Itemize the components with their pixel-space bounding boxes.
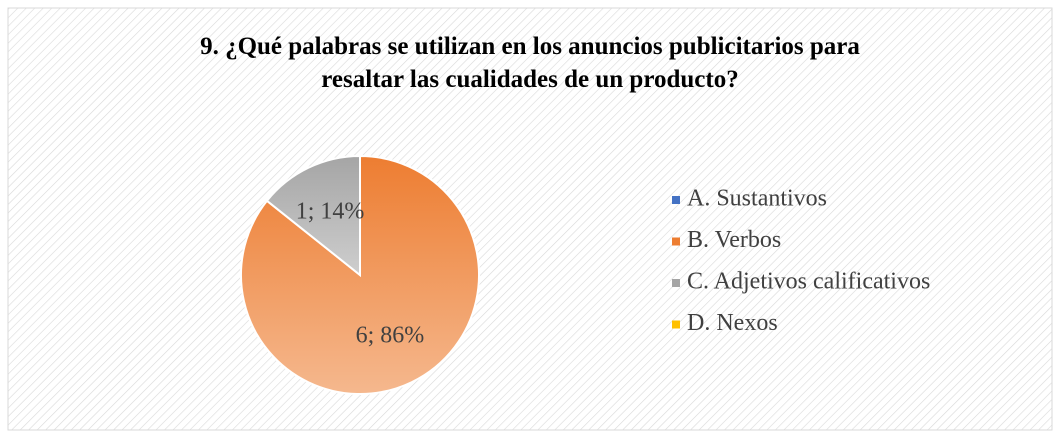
legend-label: D. Nexos (687, 310, 778, 336)
legend-marker (672, 196, 680, 204)
data-label: 1; 14% (296, 198, 365, 224)
legend-label: B. Verbos (687, 227, 781, 253)
legend-marker (672, 320, 680, 329)
pie-slice (240, 154, 480, 395)
title-box: 9. ¿Qué palabras se utilizan en los anun… (200, 33, 860, 93)
chart-title: 9. ¿Qué palabras se utilizan en los anun… (200, 33, 860, 93)
pie-slice (265, 154, 361, 278)
chart-area (7, 7, 1053, 431)
data-label: 6; 86% (356, 323, 425, 349)
legend-label: A. Sustantivos (687, 186, 827, 212)
legend-marker (672, 279, 680, 287)
legend-marker (672, 237, 680, 246)
legend-label: C. Adjetivos calificativos (687, 269, 930, 295)
